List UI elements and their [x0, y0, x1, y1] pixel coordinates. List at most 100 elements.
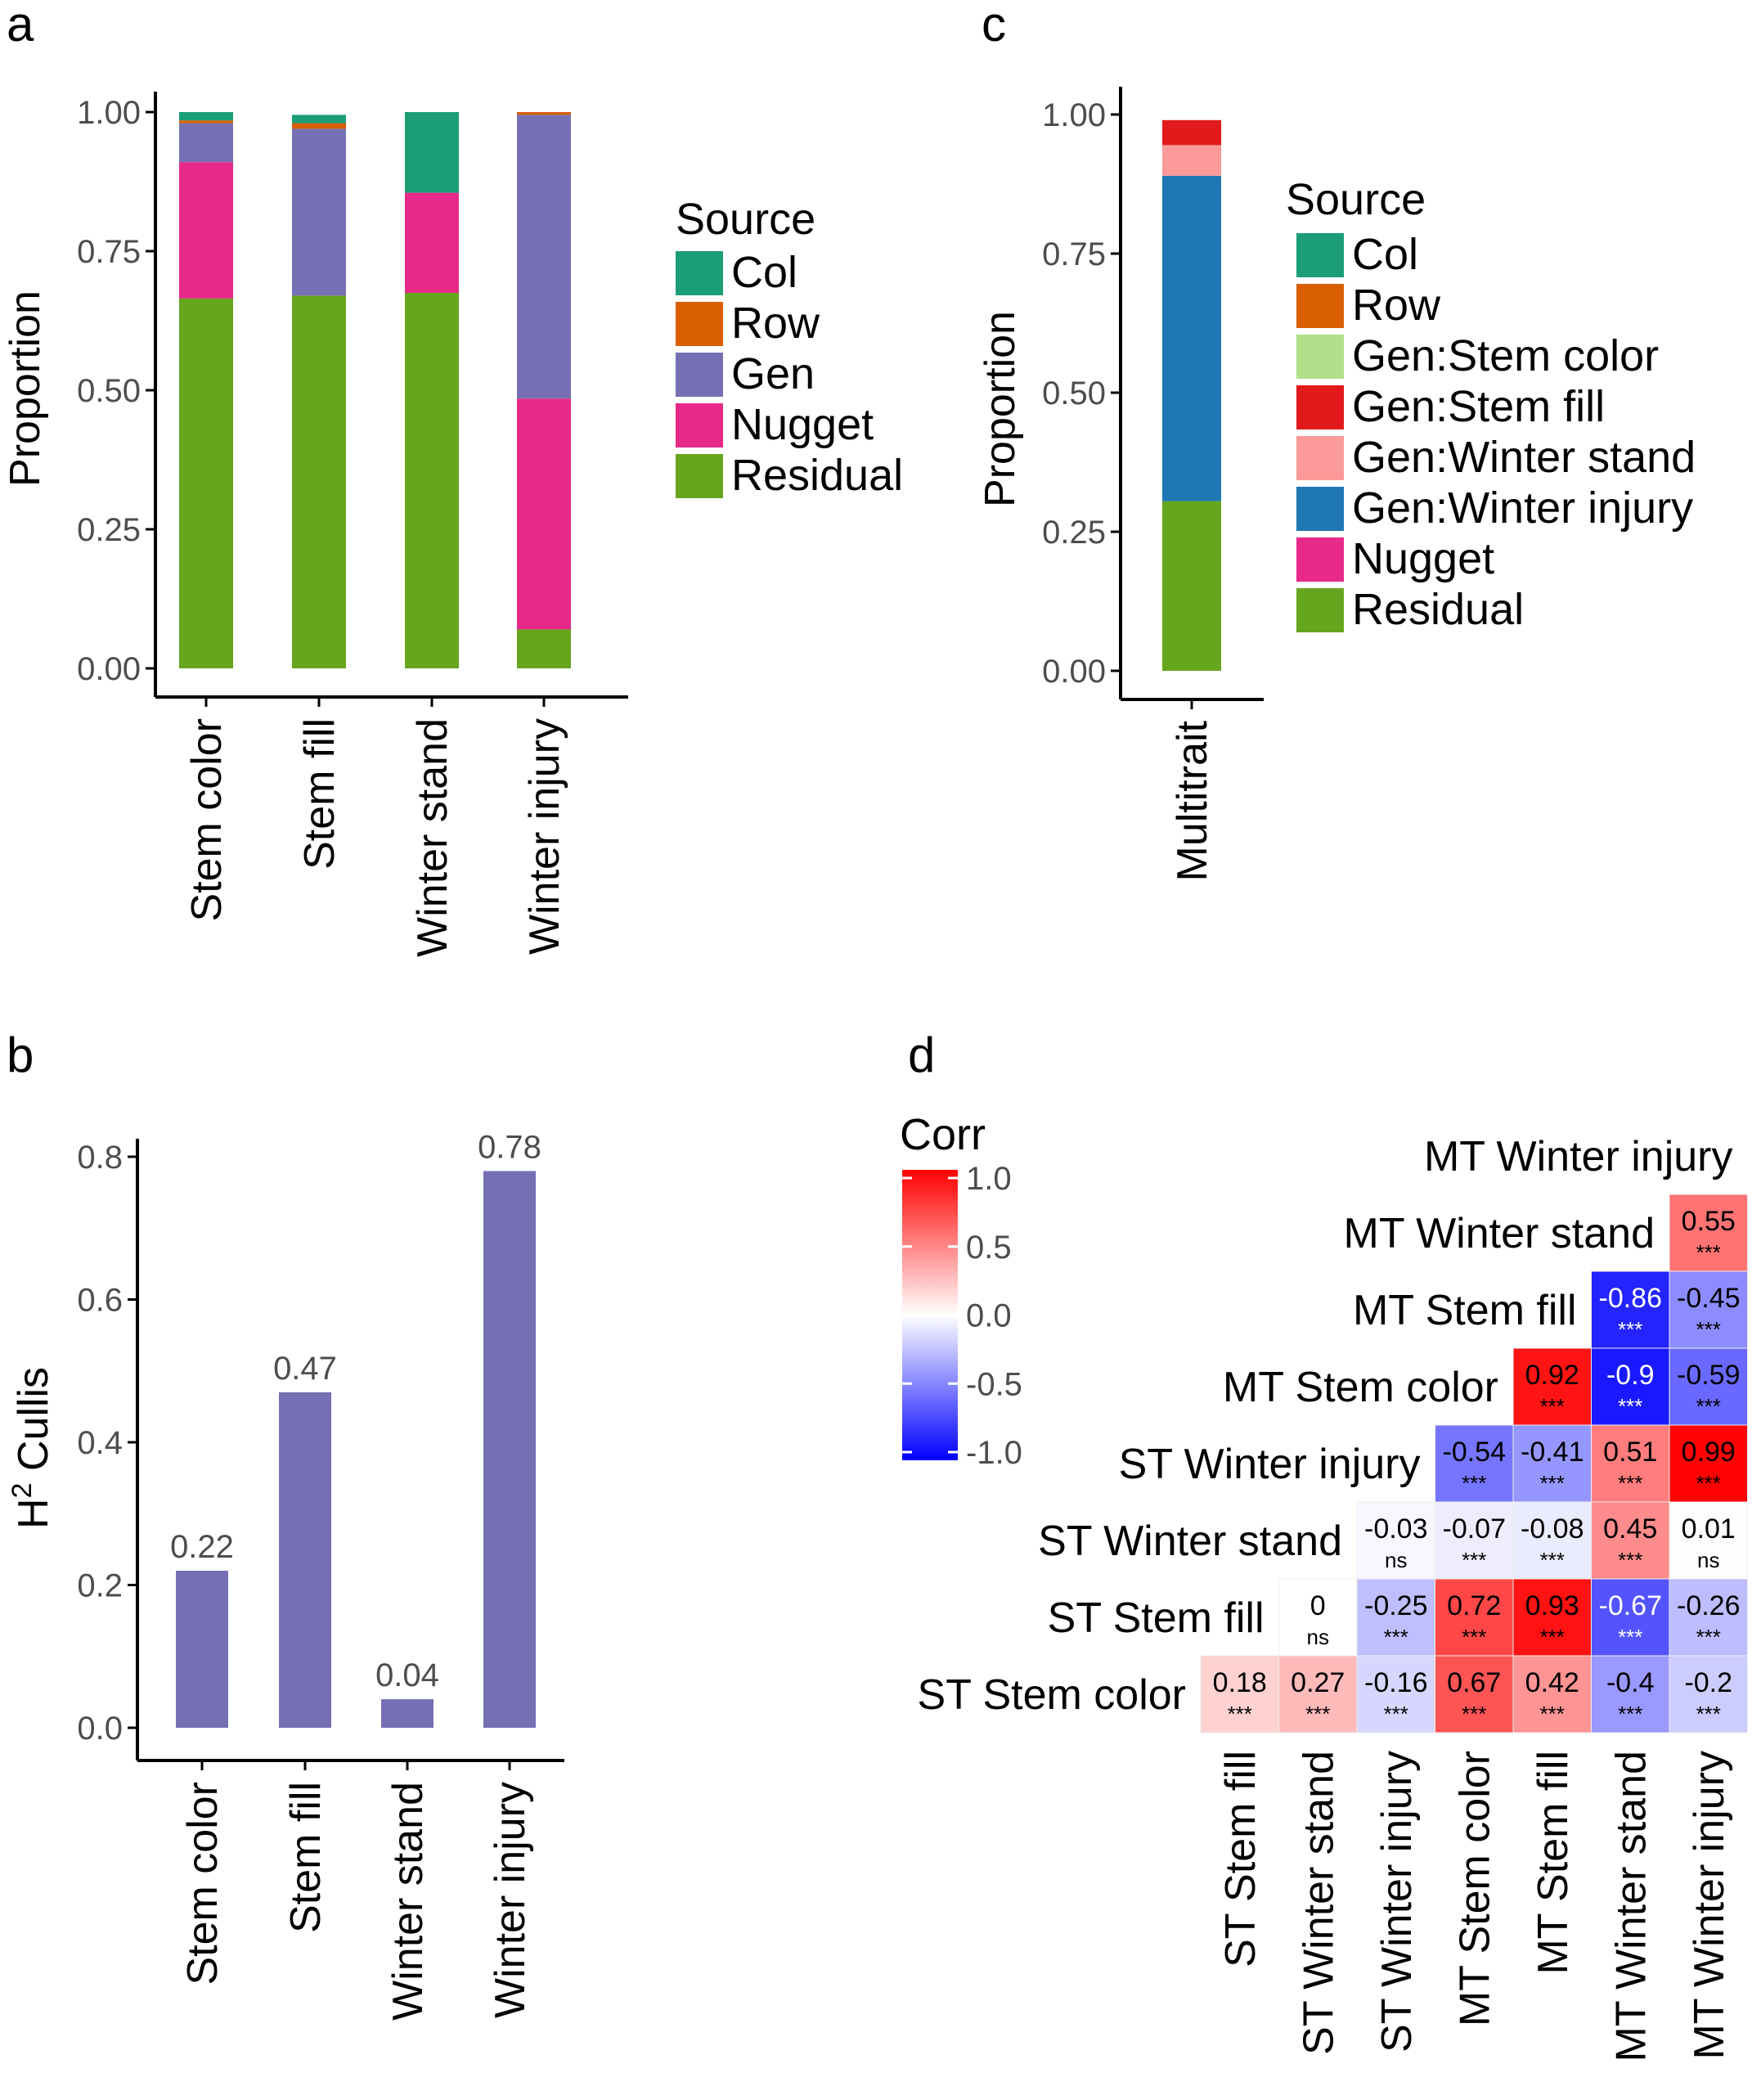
panel-c-legend-key-nugget: [1296, 537, 1344, 582]
panel-a-bar-stem-color-gen: [179, 123, 233, 163]
heatmap-cell-r5-c7: [1669, 1270, 1748, 1349]
panel-c: Proportion Source 0.00 0.25 0.50 0.75 1.00 Mu…: [977, 87, 1696, 881]
panel-a-bar-winter-injury-row: [517, 112, 571, 115]
panel-b: H2 Cullis 0.0 0.2 0.4 0.6 0.8 0.22 Stem color 0…: [7, 1129, 564, 2021]
panel-a-bar-stem-fill-row: [292, 123, 346, 129]
panel-b-ylabel-sup: 2: [7, 1483, 38, 1499]
heatmap-cell-r2-c7: [1669, 1501, 1748, 1580]
panel-c-legend-label-nugget: Nugget: [1352, 534, 1494, 583]
heatmap-cell-significance: ***: [1540, 1394, 1565, 1419]
panel-c-legend-label-residual: Residual: [1352, 585, 1524, 634]
panel-c-legend-key-residual: [1296, 588, 1344, 632]
panel-c-legend-key-gen-stem-fill: [1296, 385, 1344, 429]
heatmap-cell-value: -0.41: [1521, 1437, 1584, 1468]
panel-a-bar-winter-stand-nugget: [405, 192, 459, 293]
heatmap-cell-value: -0.67: [1599, 1590, 1663, 1621]
panel-c-legend-label-gen-stem-color: Gen:Stem color: [1352, 331, 1659, 380]
heatmap-cell-value: 0.45: [1603, 1513, 1657, 1545]
panel-b-data-label-winter-stand: 0.04: [375, 1657, 439, 1693]
panel-b-ytick-label: 0.4: [77, 1425, 123, 1461]
heatmap-cell-value: -0.07: [1443, 1513, 1507, 1545]
panel-b-ylabel-rest: Cullis: [10, 1367, 57, 1483]
panel-b-bar-winter-stand: [381, 1699, 434, 1728]
panel-c-bar-multitrait-gen-winter-injury: [1162, 175, 1221, 501]
heatmap-cell-r3-c4: [1435, 1424, 1514, 1503]
heatmap-cell-r4-c6: [1591, 1347, 1670, 1426]
panel-a-legend-key-residual: [676, 454, 723, 498]
panel-label-b: b: [7, 1028, 34, 1082]
panel-c-ylabel: Proportion: [977, 311, 1024, 507]
panel-a-legend-key-gen: [676, 353, 723, 397]
panel-a-legend-label-row: Row: [731, 299, 820, 348]
heatmap-cell-significance: ***: [1540, 1625, 1565, 1649]
heatmap-col-label-mt-stem-fill: MT Stem fill: [1530, 1751, 1577, 1975]
panel-d-legend-title: Corr: [900, 1110, 986, 1159]
heatmap-col-label-mt-stem-color: MT Stem color: [1451, 1751, 1498, 2026]
heatmap-col-label-st-winter-stand: ST Winter stand: [1295, 1751, 1342, 2055]
heatmap-cell-value: 0.99: [1682, 1437, 1736, 1468]
heatmap-cell-significance: ***: [1618, 1625, 1642, 1649]
heatmap-cell-significance: ns: [1697, 1548, 1719, 1572]
heatmap-row-label-st-winter-stand: ST Winter stand: [1038, 1518, 1342, 1565]
panel-d: Corr 0.18 *** 0.27 *** -0.16 *** 0.67 *** 0.42 **…: [900, 1110, 1748, 2062]
panel-a-bar-winter-stand-col: [405, 112, 459, 193]
heatmap-cell-significance: ***: [1462, 1625, 1486, 1649]
panel-b-category-label: Winter injury: [487, 1782, 534, 2018]
heatmap-cell-significance: ***: [1540, 1702, 1565, 1726]
heatmap-cell-value: 0.27: [1291, 1667, 1345, 1698]
panel-b-data-label-stem-color: 0.22: [170, 1529, 234, 1565]
panel-c-legend-key-col: [1296, 233, 1344, 277]
heatmap-cell-significance: ***: [1618, 1548, 1642, 1572]
heatmap-cell-significance: ***: [1696, 1471, 1721, 1495]
heatmap-cell-value: 0.42: [1525, 1667, 1579, 1698]
heatmap-cell-significance: ***: [1462, 1471, 1486, 1495]
panel-a-category-label: Stem fill: [296, 718, 344, 870]
panel-b-ytick-label: 0.6: [77, 1283, 123, 1319]
heatmap-row-label-st-stem-color: ST Stem color: [918, 1671, 1186, 1719]
panel-a-bar-stem-color-residual: [179, 298, 233, 668]
heatmap-cell-value: 0.72: [1447, 1590, 1501, 1621]
heatmap-row-label-mt-winter-injury: MT Winter injury: [1424, 1133, 1733, 1180]
heatmap-cell-r0-c5: [1512, 1655, 1592, 1734]
heatmap-cell-value: -0.25: [1364, 1590, 1428, 1621]
panel-b-ylabel-h: H: [10, 1498, 57, 1529]
colorbar-tick-label: -0.5: [966, 1366, 1022, 1402]
panel-a-legend-label-nugget: Nugget: [731, 400, 874, 449]
heatmap-cell-r4-c5: [1512, 1347, 1592, 1426]
heatmap-cell-value: 0.55: [1682, 1206, 1736, 1237]
heatmap-cell-value: 0.93: [1525, 1590, 1579, 1621]
panel-a-bar-stem-fill-gen: [292, 128, 346, 296]
panel-c-bar-multitrait-residual: [1162, 501, 1221, 671]
heatmap-row-label-st-stem-fill: ST Stem fill: [1048, 1594, 1265, 1642]
panel-c-legend-label-gen-stem-fill: Gen:Stem fill: [1352, 382, 1605, 431]
heatmap-cell-value: -0.16: [1364, 1667, 1428, 1698]
heatmap-cell-significance: ns: [1307, 1625, 1329, 1649]
heatmap-cell-significance: ***: [1540, 1548, 1565, 1572]
heatmap-cell-r2-c6: [1591, 1501, 1670, 1580]
panel-a-ytick-label: 1.00: [77, 95, 141, 131]
heatmap-cell-significance: ***: [1305, 1702, 1330, 1726]
heatmap-cell-significance: ***: [1384, 1702, 1408, 1726]
heatmap-cell-value: 0.18: [1213, 1667, 1267, 1698]
panel-a-category-label: Winter stand: [409, 718, 456, 957]
panel-c-ytick-label: 0.75: [1042, 236, 1106, 272]
heatmap-cell-significance: ***: [1462, 1702, 1486, 1726]
heatmap-cell-value: 0.01: [1682, 1513, 1736, 1545]
heatmap-cell-significance: ***: [1618, 1317, 1642, 1342]
panel-b-bar-winter-injury: [483, 1171, 536, 1728]
heatmap-cell-value: 0.67: [1447, 1667, 1501, 1698]
heatmap-row-label-mt-stem-fill: MT Stem fill: [1353, 1287, 1577, 1334]
heatmap-cell-r0-c4: [1435, 1655, 1514, 1734]
panel-c-legend-label-col: Col: [1352, 230, 1418, 279]
heatmap-cell-value: -0.86: [1599, 1283, 1663, 1314]
panel-label-a: a: [7, 0, 34, 52]
panel-b-data-label-stem-fill: 0.47: [273, 1351, 337, 1387]
heatmap-cell-significance: ***: [1696, 1240, 1721, 1265]
panel-c-legend-key-gen-stem-color: [1296, 335, 1344, 379]
panel-b-data-label-winter-injury: 0.78: [478, 1129, 541, 1165]
heatmap-cell-significance: ns: [1385, 1548, 1407, 1572]
heatmap-cell-significance: ***: [1228, 1702, 1252, 1726]
heatmap-cell-r2-c3: [1356, 1501, 1435, 1580]
